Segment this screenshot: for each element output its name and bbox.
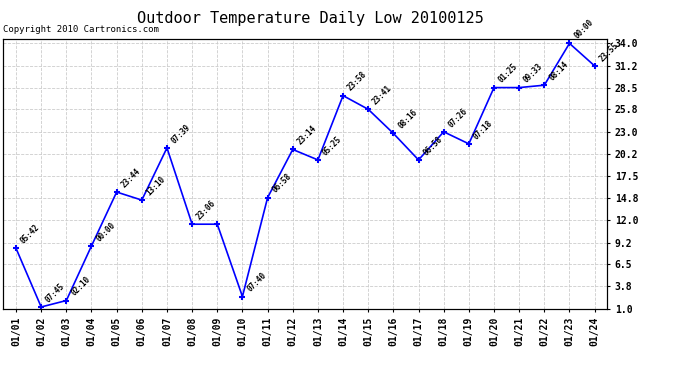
Text: 02:10: 02:10	[69, 275, 92, 298]
Text: 05:42: 05:42	[19, 223, 41, 246]
Text: 06:58: 06:58	[270, 172, 293, 195]
Text: 07:40: 07:40	[245, 271, 268, 294]
Text: 08:16: 08:16	[396, 108, 419, 130]
Text: 23:44: 23:44	[119, 166, 142, 189]
Text: 07:45: 07:45	[44, 282, 67, 304]
Text: 09:33: 09:33	[522, 62, 544, 85]
Text: 13:10: 13:10	[145, 175, 167, 197]
Text: 06:58: 06:58	[422, 134, 444, 157]
Text: 23:14: 23:14	[295, 124, 318, 147]
Text: 23:06: 23:06	[195, 199, 217, 221]
Text: 07:18: 07:18	[472, 118, 494, 141]
Text: 00:00: 00:00	[572, 18, 595, 40]
Text: 05:25: 05:25	[321, 134, 344, 157]
Text: 07:26: 07:26	[446, 106, 469, 129]
Text: 07:39: 07:39	[170, 122, 193, 145]
Text: 08:14: 08:14	[547, 60, 570, 82]
Text: 23:55: 23:55	[598, 40, 620, 63]
Text: Outdoor Temperature Daily Low 20100125: Outdoor Temperature Daily Low 20100125	[137, 11, 484, 26]
Text: 01:25: 01:25	[497, 62, 520, 85]
Text: 23:41: 23:41	[371, 84, 394, 106]
Text: 00:00: 00:00	[95, 220, 117, 243]
Text: 23:58: 23:58	[346, 70, 368, 93]
Text: Copyright 2010 Cartronics.com: Copyright 2010 Cartronics.com	[3, 25, 159, 34]
